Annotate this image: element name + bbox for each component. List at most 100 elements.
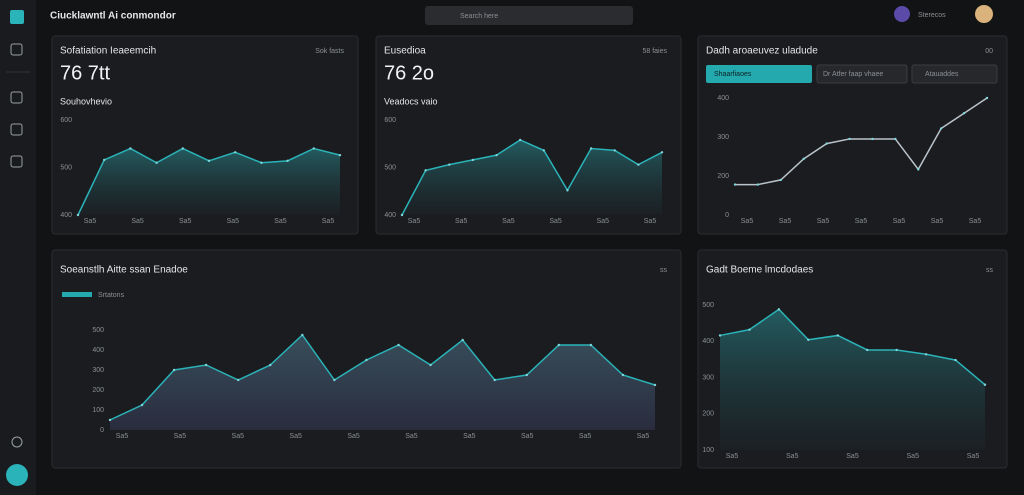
data-point	[836, 334, 839, 337]
panel-title: Sofatiation Ieaeemcih	[60, 46, 156, 57]
data-point	[525, 373, 528, 377]
search-box[interactable]	[425, 6, 633, 25]
data-point	[400, 213, 404, 217]
notification-avatar[interactable]	[894, 6, 910, 22]
data-point	[338, 153, 342, 157]
data-point	[76, 213, 80, 217]
user-avatar[interactable]	[6, 464, 28, 486]
data-point	[140, 403, 144, 407]
panel-title: Soeanstlh Aitte ssan Enadoe	[60, 265, 188, 276]
tab-label: Atauaddes	[925, 71, 959, 78]
data-point	[518, 138, 522, 142]
area	[402, 139, 662, 215]
data-point	[493, 378, 496, 382]
data-point	[802, 157, 805, 161]
y-axis-label: 400	[717, 95, 729, 102]
y-axis-label: 400	[60, 212, 72, 219]
x-axis-label: Sa5	[786, 453, 799, 460]
y-axis-label: 0	[100, 427, 104, 434]
logo[interactable]	[10, 10, 24, 24]
y-axis-label: 600	[384, 117, 396, 124]
data-point	[204, 363, 208, 367]
x-axis-label: Sa5	[969, 218, 982, 225]
data-point	[589, 343, 593, 347]
data-point	[333, 378, 336, 382]
data-point	[103, 158, 106, 162]
data-point	[471, 158, 475, 162]
tab[interactable]	[816, 64, 908, 84]
data-point	[939, 127, 943, 130]
data-point	[397, 343, 400, 347]
data-point	[260, 161, 263, 164]
x-axis-label: Sa5	[502, 218, 515, 225]
x-axis-label: Sa5	[726, 453, 739, 460]
panel-title: Eusedioa	[384, 46, 426, 57]
panel-value: 76 2o	[384, 62, 434, 84]
data-point	[779, 178, 783, 182]
search-placeholder: Search here	[460, 13, 498, 20]
settings-icon[interactable]	[11, 436, 23, 448]
panel-title: Dadh aroaeuvez uladude	[706, 46, 818, 57]
tab-active[interactable]	[706, 65, 812, 83]
nav-icon[interactable]	[10, 91, 23, 104]
y-axis-label: 100	[702, 447, 714, 454]
nav-icon[interactable]	[10, 123, 23, 136]
data-point	[542, 149, 546, 152]
nav-icon[interactable]	[10, 43, 23, 56]
data-point	[181, 147, 184, 150]
panel-action: ss	[660, 267, 668, 274]
data-point	[777, 308, 781, 311]
panel-action: ss	[986, 267, 994, 274]
y-axis-label: 400	[92, 347, 104, 354]
data-point	[894, 137, 897, 141]
data-point	[286, 159, 289, 163]
area	[110, 335, 655, 430]
x-axis-label: Sa5	[131, 218, 144, 225]
data-point	[924, 353, 928, 356]
panel-action: 58 faies	[642, 48, 667, 55]
x-axis-label: Sa5	[931, 218, 944, 225]
x-axis-label: Sa5	[644, 218, 657, 225]
data-point	[234, 151, 237, 154]
data-point	[448, 163, 451, 166]
data-point	[613, 149, 616, 152]
line	[735, 97, 988, 186]
nav-icon[interactable]	[10, 155, 23, 168]
data-point	[589, 147, 593, 150]
x-axis-label: Sa5	[846, 453, 859, 460]
x-axis-label: Sa5	[347, 433, 360, 440]
x-axis-label: Sa5	[817, 218, 830, 225]
data-point	[866, 348, 869, 352]
panel-value: 76 7tt	[60, 62, 110, 84]
line	[109, 333, 656, 421]
data-point	[155, 161, 158, 164]
y-axis-label: 200	[717, 173, 729, 180]
x-axis-label: Sa5	[174, 433, 187, 440]
data-point	[557, 343, 561, 347]
x-axis-label: Sa5	[549, 218, 562, 225]
x-axis-label: Sa5	[227, 218, 240, 225]
x-axis-label: Sa5	[779, 218, 792, 225]
y-axis-label: 300	[717, 134, 729, 141]
panel-subtitle: Veadocs vaio	[384, 96, 438, 106]
y-axis-label: 0	[725, 212, 729, 219]
panel-action: 00	[985, 48, 993, 55]
data-point	[983, 383, 987, 386]
app-title: Ciucklawntl Ai conmondor	[50, 11, 176, 22]
data-point	[637, 163, 640, 166]
x-axis-label: Sa5	[289, 433, 302, 440]
data-point	[825, 142, 828, 145]
profile-avatar[interactable]	[975, 5, 993, 23]
data-point	[461, 338, 464, 342]
data-point	[848, 137, 851, 141]
y-axis-label: 500	[702, 302, 714, 309]
panel-subtitle: Souhovhevio	[60, 96, 112, 106]
data-point	[718, 334, 722, 337]
x-axis-label: Sa5	[893, 218, 906, 225]
tab[interactable]	[911, 64, 998, 84]
data-point	[985, 96, 989, 100]
data-point	[207, 159, 211, 163]
tab-label: Dr Atfer faap vhaee	[823, 71, 883, 78]
legend-swatch	[62, 292, 92, 297]
x-axis-label: Sa5	[597, 218, 610, 225]
